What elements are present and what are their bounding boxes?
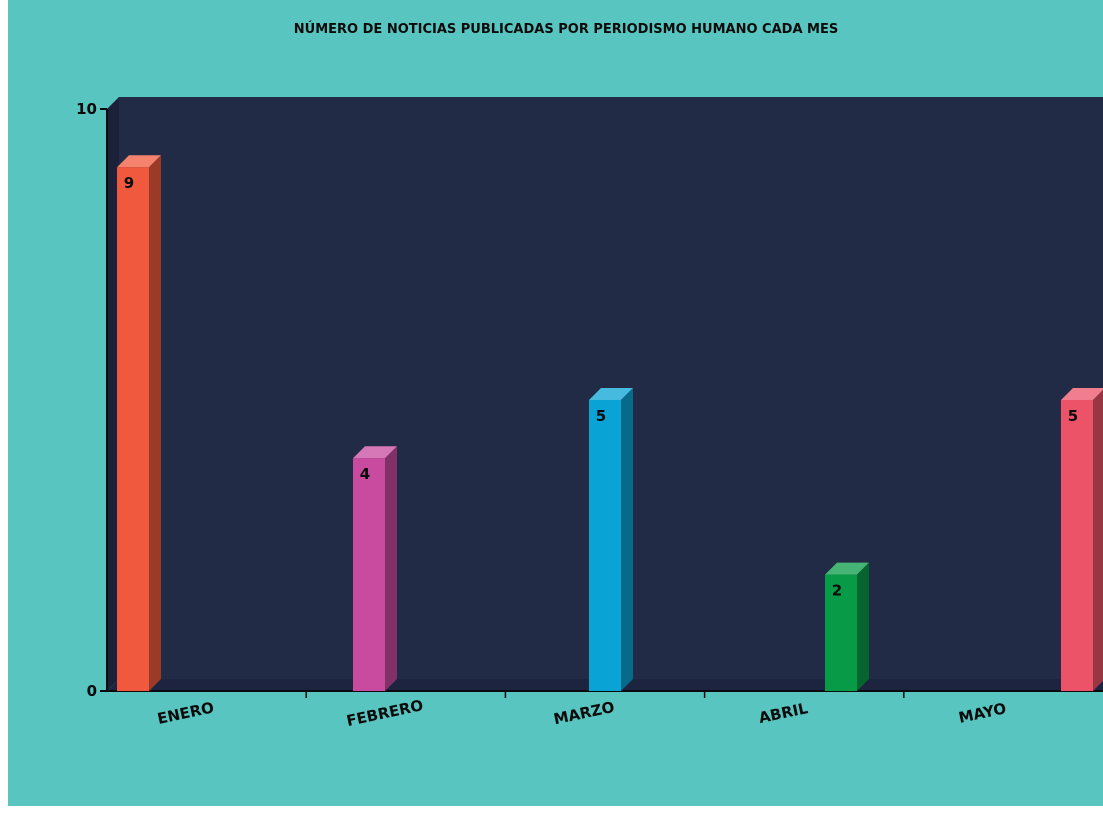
bar-top — [353, 446, 397, 459]
x-tick-label: MAYO — [957, 699, 1008, 727]
bar-top — [1061, 388, 1103, 400]
y-tick-label: 0 — [87, 682, 97, 700]
data-label: 9 — [124, 174, 134, 192]
x-tick-label: MARZO — [552, 698, 616, 728]
bar-side — [857, 562, 869, 691]
bar — [1061, 400, 1093, 691]
y-tick-label: 10 — [76, 100, 97, 118]
bar-side — [149, 155, 161, 691]
bar-side — [621, 388, 633, 691]
data-label: 5 — [1068, 407, 1078, 425]
plot-side-wall — [107, 97, 119, 691]
x-tick-label: ENERO — [156, 698, 216, 728]
bar — [353, 458, 385, 691]
data-label: 2 — [832, 582, 842, 600]
bar — [825, 574, 857, 691]
plot-area: 0 10 9 ENERO 4 FEBRERO 5 MARZO 2 ABRIL 5 MAYO — [76, 97, 1103, 730]
chart-title: NÚMERO DE NOTICIAS PUBLICADAS POR PERIOD… — [294, 21, 838, 37]
bar — [117, 167, 149, 691]
bar — [589, 400, 621, 691]
data-label: 4 — [360, 465, 370, 483]
bar-side — [385, 446, 397, 691]
bar-top — [589, 388, 633, 400]
data-label: 5 — [596, 407, 606, 425]
bar-side — [1093, 390, 1103, 691]
x-tick-label: FEBRERO — [345, 696, 425, 730]
bar-top — [117, 155, 161, 168]
bar-top — [825, 562, 869, 575]
x-tick-label: ABRIL — [757, 699, 810, 727]
